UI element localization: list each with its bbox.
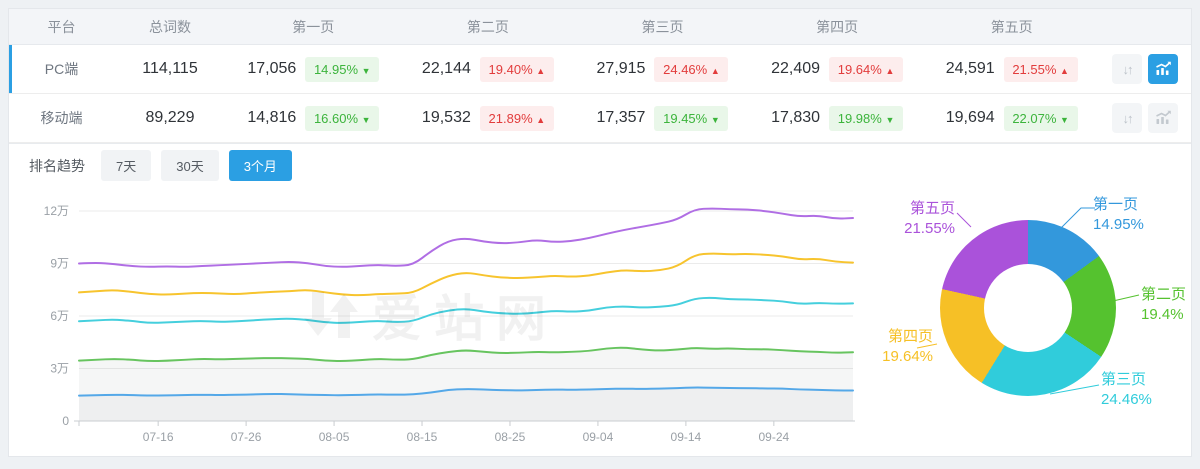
page3-count: 27,915 xyxy=(596,60,646,77)
trend-arrow-icon: ▼ xyxy=(885,114,895,125)
total-words: 89,229 xyxy=(145,109,195,126)
page5-cell: 24,591 21.55% ▲ xyxy=(924,56,1099,82)
page2-cell: 22,144 19.40% ▲ xyxy=(401,56,576,82)
page3-cell: 27,915 24.46% ▲ xyxy=(575,56,750,82)
series-第二页 xyxy=(78,346,854,363)
series-第三页 xyxy=(78,296,854,324)
change-badge: 14.95% ▼ xyxy=(305,56,380,82)
page5-count: 19,694 xyxy=(945,109,995,126)
donut-hole xyxy=(984,264,1072,352)
trend-arrow-icon: ▲ xyxy=(1060,65,1069,76)
donut-label-page2: 第二页 19.4% xyxy=(1141,286,1187,323)
page4-cell: 22,409 19.64% ▲ xyxy=(750,56,925,82)
trend-line-chart: 07-16 07-26 08-05 08-15 08-25 09-04 09-14 09-24… xyxy=(9,187,857,456)
trend-arrow-icon: ▲ xyxy=(536,114,546,125)
table-header: 平台 总词数 第一页 第二页 第三页 第四页 第五页 xyxy=(9,9,1191,45)
page5-cell: 19,694 22.07% ▼ xyxy=(924,105,1099,131)
trend-arrow-icon: ▲ xyxy=(885,65,895,76)
series-第四页 xyxy=(78,252,854,297)
page2-count: 19,532 xyxy=(421,109,471,126)
change-badge: 16.60% ▼ xyxy=(305,105,380,131)
page3-cell: 17,357 19.45% ▼ xyxy=(575,105,750,131)
col-page2: 第二页 xyxy=(466,18,509,35)
trend-section-title: 排名趋势 xyxy=(29,157,85,174)
trend-chart-icon[interactable] xyxy=(1148,54,1178,84)
trend-arrow-icon: ▼ xyxy=(710,114,720,125)
donut-label-page5: 第五页 21.55% xyxy=(904,200,955,237)
page1-count: 14,816 xyxy=(247,109,297,126)
trend-arrow-icon: ▲ xyxy=(536,65,546,76)
line-chart-canvas: 07-16 07-26 08-05 08-15 08-25 09-04 09-14 09-24… xyxy=(44,204,855,444)
y-axis-tick: 0 xyxy=(62,414,69,428)
change-badge: 19.98% ▼ xyxy=(829,105,904,131)
sort-icon[interactable]: ↓↑ xyxy=(1112,103,1142,133)
x-axis-tick: 09-14 xyxy=(671,430,702,444)
dashboard-card: 平台 总词数 第一页 第二页 第三页 第四页 第五页 PC端 114,115 1… xyxy=(8,8,1192,457)
range-7d-button[interactable]: 7天 xyxy=(101,150,152,181)
trend-toolbar: 排名趋势 7天 30天 3个月 xyxy=(9,143,1191,187)
platform-label: 移动端 xyxy=(40,110,83,126)
donut-label-page3: 第三页 24.46% xyxy=(1101,371,1152,408)
series-第五页 xyxy=(78,207,854,268)
change-badge: 22.07% ▼ xyxy=(1003,105,1078,131)
trend-chart-icon[interactable] xyxy=(1148,103,1178,133)
x-axis-tick: 09-04 xyxy=(583,430,614,444)
trend-arrow-icon: ▼ xyxy=(1060,114,1069,125)
col-page3: 第三页 xyxy=(641,18,684,35)
page1-count: 17,056 xyxy=(247,60,297,77)
y-axis-tick: 3万 xyxy=(50,362,69,376)
change-badge: 24.46% ▲ xyxy=(654,56,729,82)
change-badge: 19.45% ▼ xyxy=(654,105,729,131)
page4-cell: 17,830 19.98% ▼ xyxy=(750,105,925,131)
col-total: 总词数 xyxy=(149,18,191,35)
total-words: 114,115 xyxy=(142,60,198,77)
col-page4: 第四页 xyxy=(816,18,859,35)
x-axis-tick: 07-26 xyxy=(231,430,262,444)
change-badge: 21.55% ▲ xyxy=(1003,56,1078,82)
trend-arrow-icon: ▼ xyxy=(361,114,371,125)
x-axis-tick: 08-15 xyxy=(407,430,438,444)
trend-arrow-icon: ▼ xyxy=(361,65,371,76)
page-distribution-panel: 第一页 14.95% 第二页 19.4% 第三页 24.46% 第四页 19.64% 第… xyxy=(857,187,1191,456)
sort-icon[interactable]: ↓↑ xyxy=(1112,54,1142,84)
x-axis-tick: 07-16 xyxy=(143,430,174,444)
x-axis-tick: 08-05 xyxy=(319,430,350,444)
page4-count: 17,830 xyxy=(771,109,821,126)
platform-label: PC端 xyxy=(44,61,79,77)
table-row-pc[interactable]: PC端 114,115 17,056 14.95% ▼ 22,144 19.40… xyxy=(9,45,1191,94)
x-axis-tick: 09-24 xyxy=(758,430,789,444)
col-page1: 第一页 xyxy=(292,18,335,35)
x-axis-tick: 08-25 xyxy=(495,430,526,444)
change-badge: 21.89% ▲ xyxy=(479,105,554,131)
change-badge: 19.40% ▲ xyxy=(479,56,554,82)
y-axis-tick: 12万 xyxy=(44,204,69,218)
trend-arrow-icon: ▲ xyxy=(710,65,720,76)
series-第一页 xyxy=(78,386,854,397)
donut-label-page1: 第一页 14.95% xyxy=(1093,196,1144,233)
col-platform: 平台 xyxy=(47,18,76,35)
range-3m-button[interactable]: 3个月 xyxy=(228,150,292,181)
table-row-mobile[interactable]: 移动端 89,229 14,816 16.60% ▼ 19,532 21.89%… xyxy=(9,94,1191,143)
page5-count: 24,591 xyxy=(945,60,995,77)
page3-count: 17,357 xyxy=(596,109,646,126)
page1-cell: 14,816 16.60% ▼ xyxy=(226,105,401,131)
change-badge: 19.64% ▲ xyxy=(829,56,904,82)
range-30d-button[interactable]: 30天 xyxy=(161,150,219,181)
page1-cell: 17,056 14.95% ▼ xyxy=(226,56,401,82)
y-axis-tick: 6万 xyxy=(50,309,69,323)
col-page5: 第五页 xyxy=(990,18,1033,35)
page2-cell: 19,532 21.89% ▲ xyxy=(401,105,576,131)
y-axis-tick: 9万 xyxy=(50,257,69,271)
page4-count: 22,409 xyxy=(771,60,821,77)
page2-count: 22,144 xyxy=(421,60,471,77)
donut-label-page4: 第四页 19.64% xyxy=(882,328,933,365)
